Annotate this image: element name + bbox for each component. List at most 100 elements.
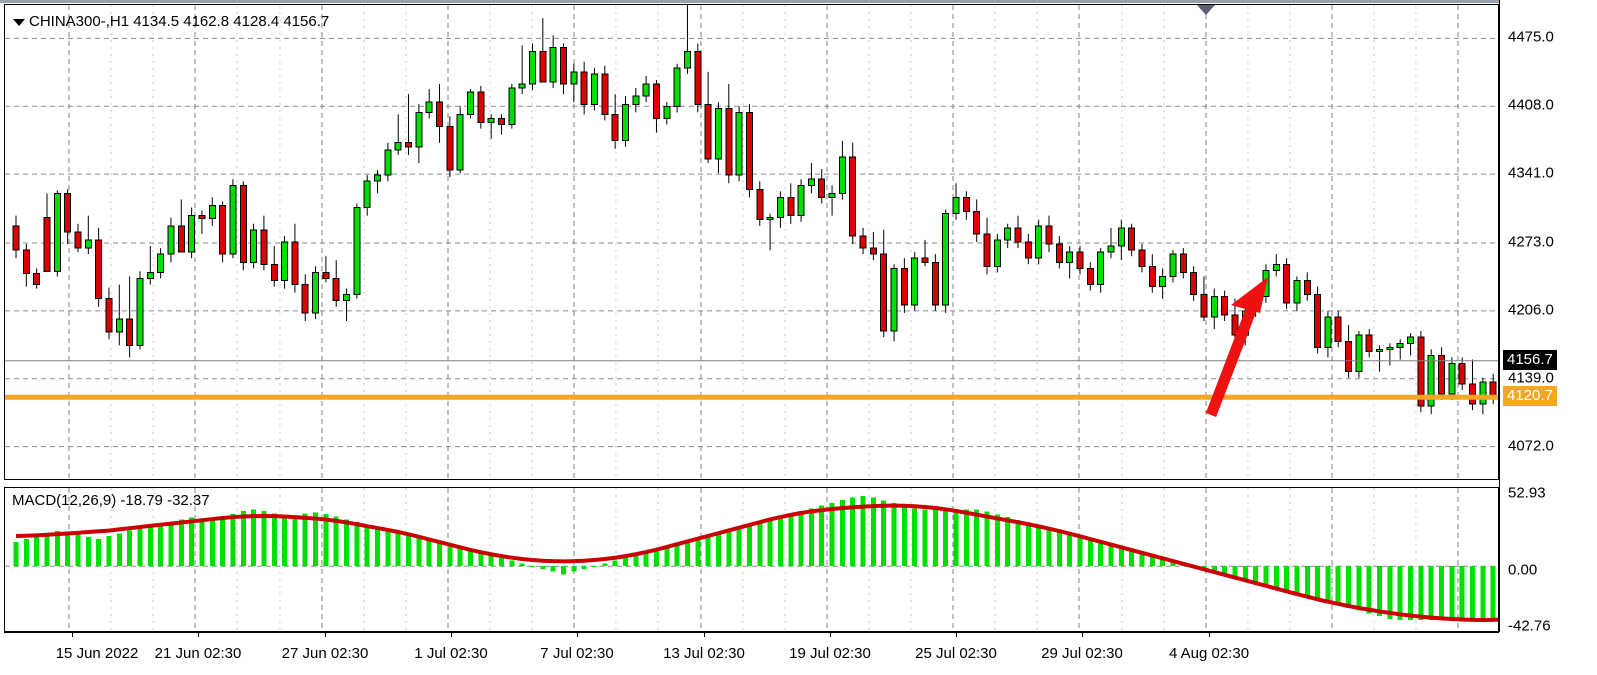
candlestick — [1334, 310, 1342, 348]
candlestick — [797, 179, 805, 222]
candlestick — [1293, 276, 1301, 311]
candlestick — [394, 114, 402, 155]
candlestick — [498, 114, 506, 135]
macd-histogram-bar — [1222, 566, 1228, 575]
triangle-down-icon[interactable] — [13, 19, 25, 26]
macd-histogram-bar — [406, 533, 412, 567]
macd-histogram-bar — [519, 563, 525, 567]
candlestick — [1221, 290, 1229, 321]
candlestick — [1345, 325, 1353, 378]
time-axis-tick — [1209, 632, 1210, 637]
candlestick — [33, 268, 41, 289]
time-axis[interactable]: 15 Jun 2022 21 Jun 02:30 27 Jun 02:30 1 Jul… — [4, 632, 1597, 675]
candlestick — [880, 229, 888, 338]
candlestick — [735, 106, 743, 182]
candlestick — [632, 88, 640, 113]
macd-histogram-bar — [767, 519, 773, 567]
candlestick — [126, 276, 134, 358]
macd-histogram-bar — [199, 518, 205, 567]
candlestick — [590, 67, 598, 111]
order-price-label[interactable]: 4120.7 — [1503, 386, 1557, 407]
candlestick — [931, 254, 939, 311]
candlestick — [745, 104, 753, 198]
macd-histogram-bar — [158, 525, 164, 567]
macd-histogram-bar — [839, 500, 845, 567]
macd-histogram-bar — [85, 536, 91, 567]
candlestick — [239, 181, 247, 271]
macd-histogram-bar — [1315, 566, 1321, 600]
macd-histogram-bar — [664, 546, 670, 567]
macd-histogram-bar — [127, 530, 133, 567]
candlestick — [1014, 215, 1022, 249]
candlestick — [1283, 258, 1291, 309]
time-axis-label: 13 Jul 02:30 — [663, 645, 745, 662]
macd-histogram-bar — [633, 555, 639, 567]
macd-histogram-bar — [1284, 566, 1290, 592]
macd-histogram-bar — [75, 534, 81, 567]
symbol-header-label: CHINA300-,H1 4134.5 4162.8 4128.4 4156.7 — [29, 13, 330, 30]
candlestick — [890, 264, 898, 342]
macd-histogram-bar — [798, 511, 804, 567]
macd-histogram-bar — [1428, 566, 1434, 621]
macd-histogram-bar — [1459, 566, 1465, 621]
macd-header-label: MACD(12,26,9) -18.79 -32.37 — [12, 492, 210, 509]
time-axis-tick — [72, 632, 73, 637]
macd-histogram-bar — [375, 527, 381, 567]
macd-histogram-bar — [313, 512, 319, 567]
macd-histogram-bar — [168, 522, 174, 567]
macd-histogram-bar — [1118, 547, 1124, 567]
macd-histogram-bar — [1232, 566, 1238, 578]
price-axis[interactable]: 4475.0 4408.0 4341.0 4273.0 4206.0 4139.0 4072… — [1500, 0, 1597, 635]
macd-indicator-pane[interactable]: MACD(12,26,9) -18.79 -32.37 — [4, 487, 1499, 632]
candlestick — [1148, 254, 1156, 293]
candlestick — [95, 227, 103, 307]
candlestick — [1086, 262, 1094, 291]
macd-histogram-bar — [478, 552, 484, 567]
macd-histogram-bar — [240, 511, 246, 567]
macd-histogram-bar — [808, 508, 814, 567]
up-right-arrow-annotation[interactable] — [1205, 277, 1268, 417]
candlestick — [1004, 223, 1012, 249]
price-chart-pane[interactable]: CHINA300-,H1 4134.5 4162.8 4128.4 4156.7 — [4, 4, 1499, 480]
macd-histogram-bar — [261, 510, 267, 567]
time-axis-label: 4 Aug 02:30 — [1168, 645, 1250, 662]
macd-histogram-bar — [426, 538, 432, 567]
macd-axis-label: 0.00 — [1508, 561, 1538, 579]
candlestick — [208, 197, 216, 226]
macd-histogram-bar — [974, 509, 980, 567]
candlestick — [1128, 223, 1136, 257]
candlestick — [1169, 250, 1177, 283]
macd-histogram-bar — [736, 527, 742, 567]
macd-histogram-bar — [1036, 525, 1042, 567]
macd-histogram-bar — [1242, 566, 1248, 581]
price-axis-label: 4072.0 — [1508, 437, 1554, 455]
macd-histogram-bar — [1005, 517, 1011, 567]
macd-histogram-bar — [344, 519, 350, 567]
macd-histogram-bar — [1335, 566, 1341, 606]
macd-histogram-bar — [457, 546, 463, 567]
candlestick — [725, 84, 733, 184]
candlestick — [177, 199, 185, 253]
macd-histogram-bar — [1253, 566, 1259, 584]
macd-histogram-bar — [499, 557, 505, 567]
macd-histogram-bar — [137, 527, 143, 567]
macd-histogram-bar — [271, 513, 277, 567]
triangle-down-marker-icon[interactable] — [1197, 5, 1215, 15]
macd-histogram-bar — [1325, 566, 1331, 603]
macd-histogram-bar — [850, 497, 856, 567]
macd-histogram-bar — [23, 539, 29, 567]
macd-histogram-bar — [922, 509, 928, 567]
candlestick — [136, 271, 144, 350]
macd-histogram-bar — [860, 496, 866, 567]
macd-histogram-bar — [333, 516, 339, 567]
macd-histogram-bar — [230, 513, 236, 567]
time-axis-label: 21 Jun 02:30 — [154, 645, 242, 662]
candlestick — [332, 260, 340, 307]
macd-histogram-bar — [1077, 536, 1083, 567]
candlestick — [683, 5, 691, 74]
candlestick — [952, 183, 960, 220]
macd-histogram-bar — [994, 514, 1000, 567]
candlestick — [1024, 233, 1032, 265]
candlestick — [281, 235, 289, 289]
macd-histogram-bar — [540, 566, 546, 569]
